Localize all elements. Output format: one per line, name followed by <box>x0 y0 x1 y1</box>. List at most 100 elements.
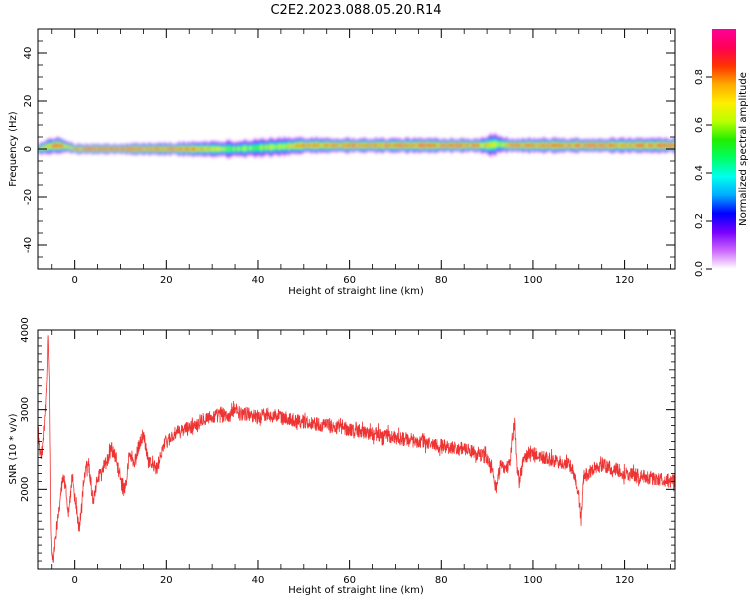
spectrogram-cell <box>539 144 543 147</box>
spectrogram-cell <box>333 144 337 147</box>
spectrogram-cell <box>329 144 332 147</box>
spectrogram-cell <box>622 144 625 147</box>
spectrogram-cell <box>159 147 163 151</box>
spectrogram-cell <box>434 144 438 147</box>
spectrogram-cell <box>558 144 561 147</box>
snr-x-tick-label: 0 <box>71 575 77 586</box>
spectrogram-cell <box>500 143 504 146</box>
spectrogram-cell <box>106 148 110 150</box>
spectrogram-cell <box>477 144 481 147</box>
spectrogram-cell <box>537 144 541 147</box>
spectrogram-cell <box>461 144 465 147</box>
colorbar-tick-label: 0.0 <box>694 261 705 277</box>
spectrogram-cell <box>283 144 286 149</box>
spectrogram-cell <box>548 144 552 147</box>
spectrogram-cell <box>512 144 515 147</box>
spectrogram-cell <box>450 144 454 147</box>
spectrogram-cell <box>196 147 199 151</box>
spectrogram-cell <box>88 148 92 150</box>
spectrogram-cell <box>390 144 394 147</box>
spectrogram-cell <box>413 144 417 147</box>
spectrogram-cell <box>260 145 263 150</box>
spectrogram-x-tick-label: 120 <box>615 275 634 286</box>
spectrogram-cell <box>310 144 314 147</box>
spectrogram-cell <box>102 148 105 150</box>
spectrogram-cell <box>90 148 94 150</box>
snr-plot-area <box>38 330 675 569</box>
spectrogram-cell <box>99 148 103 150</box>
spectrogram-cell <box>640 144 644 147</box>
spectrogram-cell <box>638 144 642 147</box>
spectrogram-cell <box>601 144 605 147</box>
spectrogram-cell <box>620 144 623 147</box>
spectrogram-cell <box>147 147 151 151</box>
spectrogram-cell <box>409 144 412 147</box>
spectrogram-cell <box>216 147 220 151</box>
spectrogram-cell <box>67 146 71 149</box>
snr-y-tick-label: 2000 <box>20 477 31 502</box>
spectrogram-x-tick-label: 0 <box>71 275 77 286</box>
spectrogram-cell <box>395 144 399 147</box>
spectrogram-cell <box>636 144 639 147</box>
spectrogram-cell <box>581 144 584 147</box>
spectrogram-cell <box>47 145 50 148</box>
spectrogram-cell <box>120 148 124 150</box>
spectrogram-cell <box>493 142 497 147</box>
spectrogram-cell <box>262 145 266 150</box>
spectrogram-cell <box>70 146 73 149</box>
spectrogram-cell <box>58 144 62 148</box>
spectrogram-cell <box>514 144 518 147</box>
spectrogram-cell <box>406 144 410 147</box>
spectrogram-cell <box>129 148 133 150</box>
spectrogram-cell <box>92 148 96 150</box>
spectrogram-cell <box>526 144 529 147</box>
spectrogram-cell <box>583 144 587 147</box>
spectrogram-cell <box>649 144 653 147</box>
spectrogram-cell <box>180 147 183 151</box>
snr-x-tick-label: 80 <box>435 575 448 586</box>
snr-panel: 0 20 40 60 80 100 120 2000 3000 4000 Height of st… <box>8 317 676 596</box>
spectrogram-cell <box>672 144 675 147</box>
spectrogram-cell <box>482 143 486 147</box>
spectrogram-cell <box>212 147 215 151</box>
spectrogram-cell <box>269 145 273 149</box>
spectrogram-cell <box>109 148 112 150</box>
spectrogram-cell <box>166 148 170 150</box>
spectrogram-cell <box>652 144 655 147</box>
spectrogram-cell <box>645 144 648 147</box>
spectrogram-cell <box>125 148 128 150</box>
spectrogram-cell <box>251 146 254 150</box>
spectrogram-cell <box>468 144 472 147</box>
spectrogram-cell <box>381 144 385 147</box>
spectrogram-cell <box>498 142 502 146</box>
spectrogram-x-axis-label: Height of straight line (km) <box>288 286 424 297</box>
spectrogram-cell <box>118 148 121 150</box>
spectrogram-cell <box>351 144 355 147</box>
spectrogram-cell <box>565 144 568 147</box>
spectrogram-cell <box>335 144 339 147</box>
spectrogram-cell <box>223 147 227 151</box>
spectrogram-cell <box>397 144 401 147</box>
spectrogram-cell <box>441 144 444 147</box>
spectrogram-cell <box>402 144 406 147</box>
spectrogram-cell <box>663 144 667 147</box>
spectrogram-cell <box>379 144 383 147</box>
spectrogram-cell <box>290 144 293 148</box>
spectrogram-cell <box>294 144 298 148</box>
spectrogram-cell <box>177 147 181 151</box>
spectrogram-cell <box>562 144 566 147</box>
spectrogram-cell <box>443 144 447 147</box>
spectrogram-y-tick-label: 20 <box>23 95 34 108</box>
spectrogram-cell <box>127 148 131 150</box>
spectrogram-cell <box>154 148 158 150</box>
spectrogram-cell <box>63 145 66 148</box>
spectrogram-cell <box>60 144 64 148</box>
spectrogram-cell <box>491 143 495 147</box>
spectrogram-y-tick-label: 40 <box>23 47 34 60</box>
spectrogram-cell <box>257 146 261 150</box>
spectrogram-x-tick-label: 80 <box>435 275 448 286</box>
snr-x-tick-label: 120 <box>615 575 634 586</box>
spectrogram-cell <box>168 147 172 151</box>
spectrogram-cell <box>239 147 243 151</box>
spectrogram-cell <box>411 144 415 147</box>
